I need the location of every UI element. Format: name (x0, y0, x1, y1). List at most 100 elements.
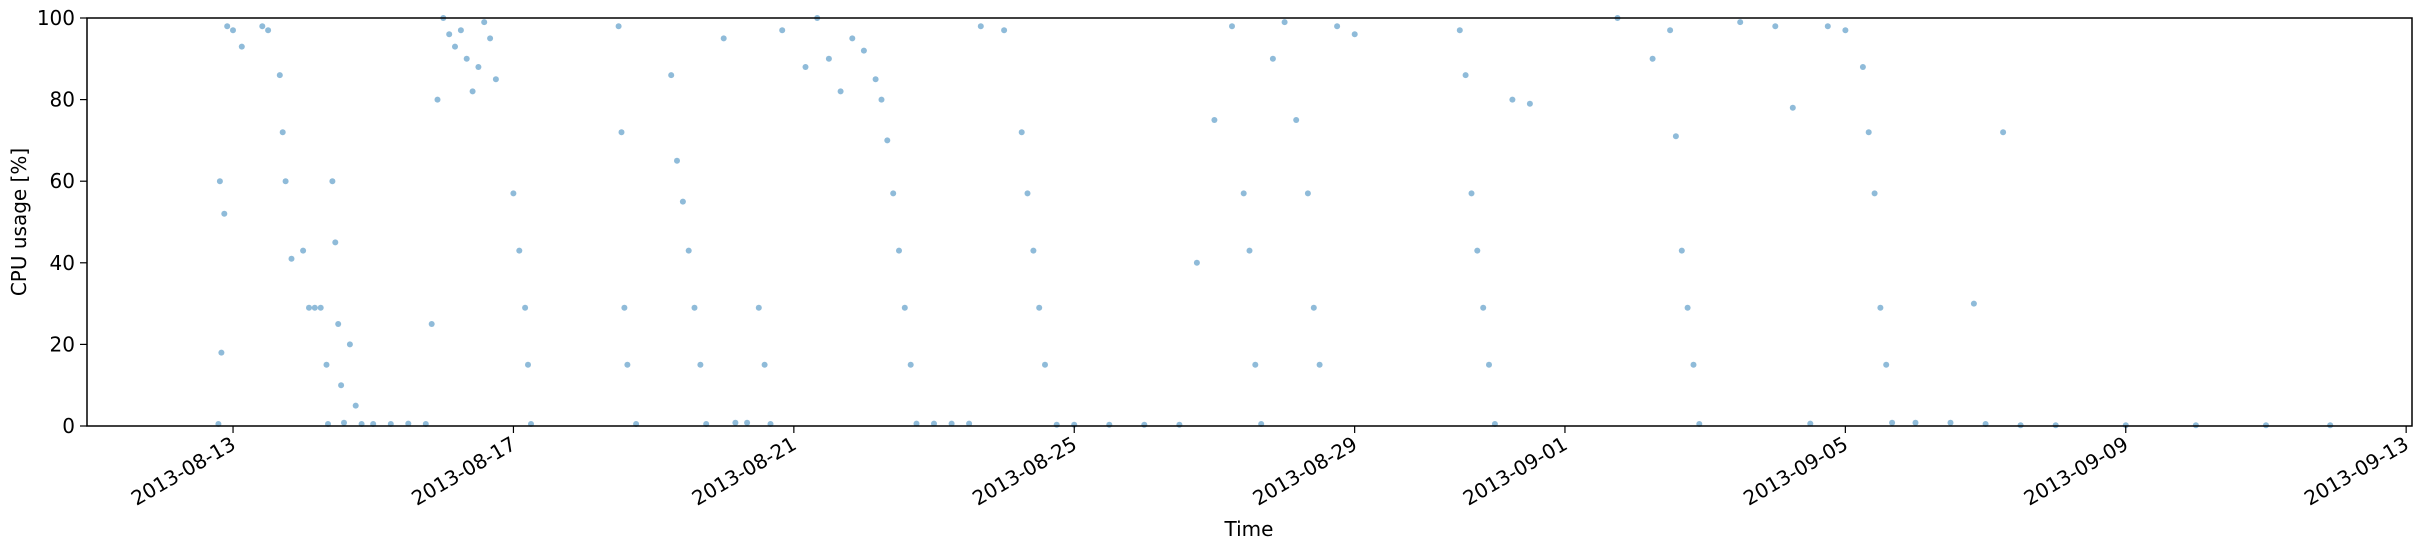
data-point (1030, 247, 1037, 254)
data-point (311, 304, 318, 311)
data-point (2263, 422, 2269, 429)
data-point (621, 304, 628, 311)
y-tick-label: 40 (50, 251, 75, 275)
data-point (335, 321, 342, 327)
x-tick-label: 2013-09-01 (1459, 432, 1572, 511)
data-point (1053, 421, 1060, 428)
data-point (884, 137, 891, 144)
data-point (1304, 190, 1311, 197)
data-point (288, 255, 295, 262)
data-point (691, 304, 698, 311)
data-point (1246, 247, 1253, 254)
data-point (475, 64, 482, 70)
data-point (1649, 55, 1656, 62)
data-point (1141, 421, 1148, 428)
data-point (907, 361, 914, 368)
data-point (697, 361, 704, 368)
data-point (306, 304, 312, 311)
data-point (1672, 133, 1679, 140)
x-tick-label: 2013-09-13 (2300, 432, 2413, 511)
y-tick-label: 20 (50, 332, 75, 356)
data-point (1789, 104, 1796, 111)
data-point (428, 321, 435, 327)
data-point (685, 247, 692, 254)
data-point (487, 35, 494, 42)
data-point (1001, 27, 1008, 34)
data-point (732, 419, 739, 426)
data-point (849, 35, 856, 42)
data-point (259, 23, 266, 30)
data-point (1480, 304, 1487, 311)
data-point (405, 420, 412, 427)
data-point (317, 304, 324, 311)
data-point (492, 76, 499, 83)
data-point (265, 27, 272, 34)
data-point (779, 27, 786, 34)
data-point (1106, 421, 1113, 428)
data-point (2000, 129, 2007, 136)
data-point (1310, 304, 1317, 311)
data-point (1018, 129, 1025, 136)
data-point (1678, 247, 1685, 254)
x-axis: 2013-08-13 2013-08-17 2013-08-21 2013-08-25… (127, 426, 2413, 510)
data-point (2192, 422, 2199, 429)
data-point (516, 247, 523, 254)
data-point (1252, 361, 1259, 368)
data-point (1176, 421, 1183, 428)
y-tick-label: 0 (62, 414, 75, 438)
x-tick-label: 2013-08-17 (407, 432, 520, 511)
data-point (1912, 419, 1919, 426)
data-point (434, 96, 441, 103)
data-point (1474, 247, 1481, 254)
data-point (890, 190, 897, 197)
data-point (1334, 23, 1341, 30)
data-point (624, 361, 631, 368)
data-point (1842, 27, 1849, 34)
data-point (1456, 27, 1463, 34)
data-point (510, 190, 517, 197)
data-point (1211, 117, 1218, 123)
data-point (966, 420, 973, 427)
data-point (1889, 419, 1896, 426)
data-point (1877, 304, 1884, 311)
data-point (463, 55, 470, 62)
y-axis: 0 20 40 60 80 100 (37, 6, 87, 438)
data-point (1824, 23, 1831, 30)
data-point (238, 43, 245, 50)
data-point (329, 178, 336, 185)
data-point (1970, 300, 1977, 307)
data-point (674, 157, 680, 164)
data-point (2017, 422, 2024, 429)
data-point (977, 23, 984, 30)
data-point (931, 420, 937, 427)
data-point (1859, 64, 1866, 70)
data-point (216, 178, 223, 185)
data-point (221, 210, 228, 217)
data-point (896, 247, 902, 254)
data-point (446, 31, 453, 38)
data-point (878, 96, 885, 103)
data-point (279, 129, 286, 136)
data-point (1807, 420, 1814, 427)
data-point (300, 247, 307, 254)
data-point (1240, 190, 1247, 197)
data-point (457, 27, 464, 34)
data-point (720, 35, 727, 42)
data-point (1737, 19, 1744, 26)
data-point (872, 76, 879, 83)
data-point (346, 341, 353, 348)
data-point (2052, 422, 2059, 429)
data-point (825, 55, 832, 62)
data-point (860, 47, 867, 54)
data-point (525, 361, 531, 368)
data-point (1526, 100, 1533, 107)
data-point (1316, 361, 1323, 368)
data-point (802, 64, 809, 70)
data-point (341, 419, 347, 426)
plot-frame (86, 17, 2413, 427)
data-point (1667, 27, 1674, 34)
data-point (1269, 55, 1276, 62)
data-point (913, 420, 920, 427)
data-point (1690, 361, 1697, 368)
x-tick-label: 2013-09-09 (2020, 432, 2133, 511)
